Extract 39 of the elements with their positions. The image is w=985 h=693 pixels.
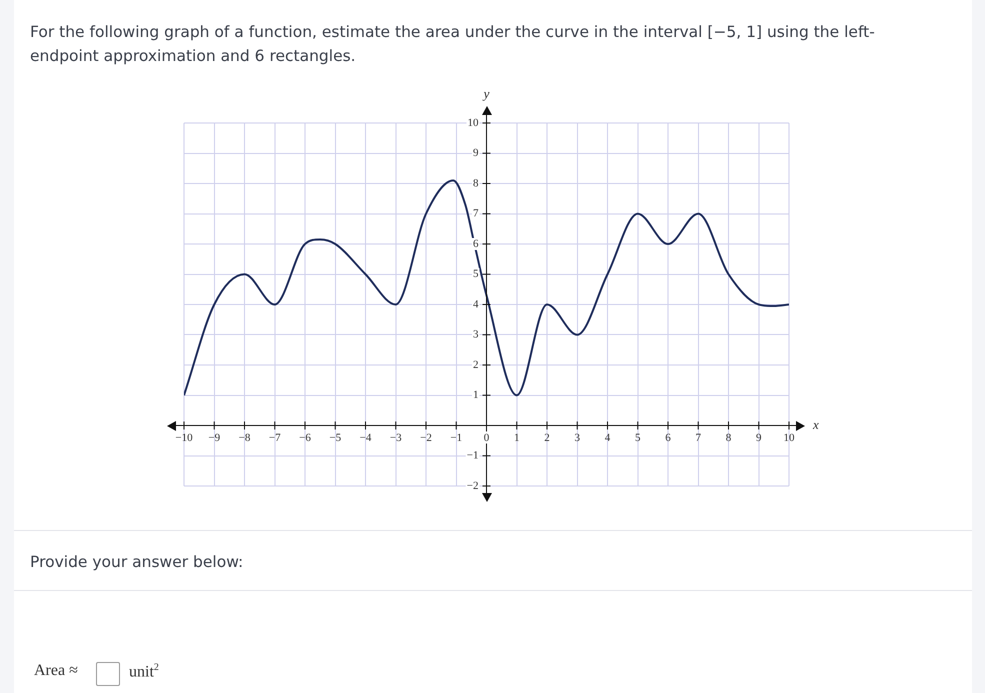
- x-tick-label: 5: [635, 432, 641, 444]
- x-tick-label: −7: [268, 432, 282, 444]
- text: Area ≈: [34, 662, 78, 680]
- x-tick-label: 10: [784, 432, 795, 444]
- x-tick-label: 7: [696, 432, 702, 444]
- x-tick-label: −3: [390, 432, 402, 444]
- x-tick-label: 2: [544, 432, 550, 444]
- x-tick-label: −10: [175, 432, 194, 444]
- y-tick-label: 4: [473, 298, 479, 310]
- x-tick-label: 6: [665, 432, 672, 444]
- y-tick-label: 1: [473, 389, 478, 402]
- y-tick-label: 3: [473, 328, 479, 341]
- y-tick-label: −1: [466, 450, 478, 462]
- x-tick-label: 0: [484, 432, 490, 444]
- y-axis-title: y: [482, 86, 490, 101]
- x-tick-label: −8: [238, 432, 251, 444]
- x-tick-label: −4: [360, 432, 372, 444]
- y-tick-label: 7: [473, 208, 479, 220]
- chart-title: For the following graph of a function, estimate the area under the curve in the interval [−5, 1] using the left-endpoint approximation and 6 rectangles.: [30, 22, 876, 67]
- x-tick-label: −1: [450, 432, 462, 444]
- y-tick-label: −2: [466, 480, 478, 492]
- x-tick-label: 3: [574, 432, 580, 444]
- text: unit$^{2}$: [129, 662, 159, 682]
- x-tick-label: −6: [299, 432, 312, 444]
- x-tick-label: 8: [726, 432, 732, 444]
- y-tick-label: 8: [473, 177, 479, 190]
- x-tick-label: 4: [604, 432, 611, 444]
- y-tick-label: 10: [468, 116, 479, 129]
- x-tick-label: 1: [514, 432, 520, 444]
- x-tick-label: −5: [329, 432, 342, 444]
- line-series: [184, 179, 789, 396]
- x-axis-title: x: [812, 416, 819, 432]
- y-tick-label: 5: [473, 268, 479, 280]
- text: Provide your answer below:: [30, 553, 244, 571]
- x-tick-label: 9: [756, 432, 762, 444]
- x-tick-label: −9: [208, 432, 221, 444]
- x-tick-label: −2: [420, 432, 432, 444]
- y-tick-label: 2: [473, 358, 478, 371]
- y-tick-label: 9: [473, 147, 479, 160]
